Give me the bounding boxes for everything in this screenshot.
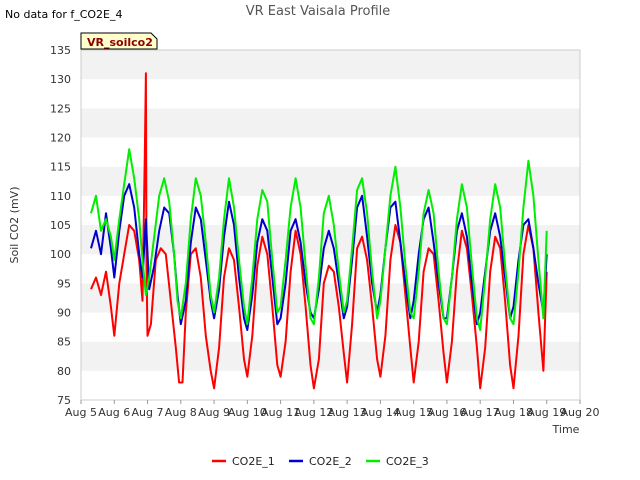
x-tick-label: Aug 15 [394, 406, 433, 419]
plot-band [81, 370, 580, 400]
y-tick-label: 75 [57, 394, 71, 407]
x-tick-label: Aug 8 [165, 406, 197, 419]
y-tick-label: 85 [57, 336, 71, 349]
x-tick-label: Aug 14 [361, 406, 400, 419]
x-tick-label: Aug 11 [261, 406, 300, 419]
badge-label: VR_soilco2 [87, 36, 153, 49]
x-tick-label: Aug 16 [427, 406, 466, 419]
plot-series [90, 72, 548, 390]
y-tick-label: 125 [50, 102, 71, 115]
plot-band [81, 137, 580, 167]
plot-band [81, 341, 580, 371]
x-tick-label: Aug 6 [98, 406, 130, 419]
plot-band [81, 166, 580, 196]
series-line-co2e-3 [90, 148, 548, 331]
legend-label: CO2E_3 [386, 455, 429, 468]
chart-title: VR East Vaisala Profile [246, 4, 391, 19]
legend-label: CO2E_2 [309, 455, 352, 468]
plot-band [81, 79, 580, 109]
y-tick-label: 105 [50, 219, 71, 232]
series-line-co2e-1 [90, 72, 548, 390]
y-axis-label: Soil CO2 (mV) [8, 187, 21, 264]
x-tick-label: Aug 5 [65, 406, 97, 419]
plot-band [81, 50, 580, 80]
y-axis: 75 80 85 90 95 100 105 110 115 120 125 130 135 [50, 44, 71, 407]
y-tick-label: 110 [50, 190, 71, 203]
no-data-note: No data for f_CO2E_4 [5, 8, 123, 21]
y-tick-label: 80 [57, 365, 71, 378]
legend-label: CO2E_1 [232, 455, 275, 468]
x-tick-label: Aug 9 [198, 406, 230, 419]
y-tick-label: 130 [50, 73, 71, 86]
x-tick-label: Aug 7 [132, 406, 164, 419]
y-tick-label: 120 [50, 132, 71, 145]
x-tick-label: Aug 17 [461, 406, 500, 419]
plot-band [81, 283, 580, 313]
x-tick-label: Aug 10 [228, 406, 267, 419]
y-tick-label: 135 [50, 44, 71, 57]
y-tick-label: 100 [50, 248, 71, 261]
badge: VR_soilco2 [80, 32, 158, 50]
x-tick-label: Aug 18 [494, 406, 533, 419]
y-tick-label: 90 [57, 307, 71, 320]
plot-band [81, 108, 580, 138]
y-tick-label: 115 [50, 161, 71, 174]
legend: CO2E_1 CO2E_2 CO2E_3 [212, 455, 429, 468]
plot-band [81, 312, 580, 342]
x-tick-label: Aug 13 [328, 406, 367, 419]
x-tick-label: Aug 20 [561, 406, 600, 419]
x-axis-label: Time [552, 423, 580, 436]
badge-box [80, 32, 158, 50]
x-tick-label: Aug 12 [294, 406, 333, 419]
plot-frame [80, 49, 581, 401]
x-tick-label: Aug 19 [527, 406, 566, 419]
y-tick-label: 95 [57, 277, 71, 290]
